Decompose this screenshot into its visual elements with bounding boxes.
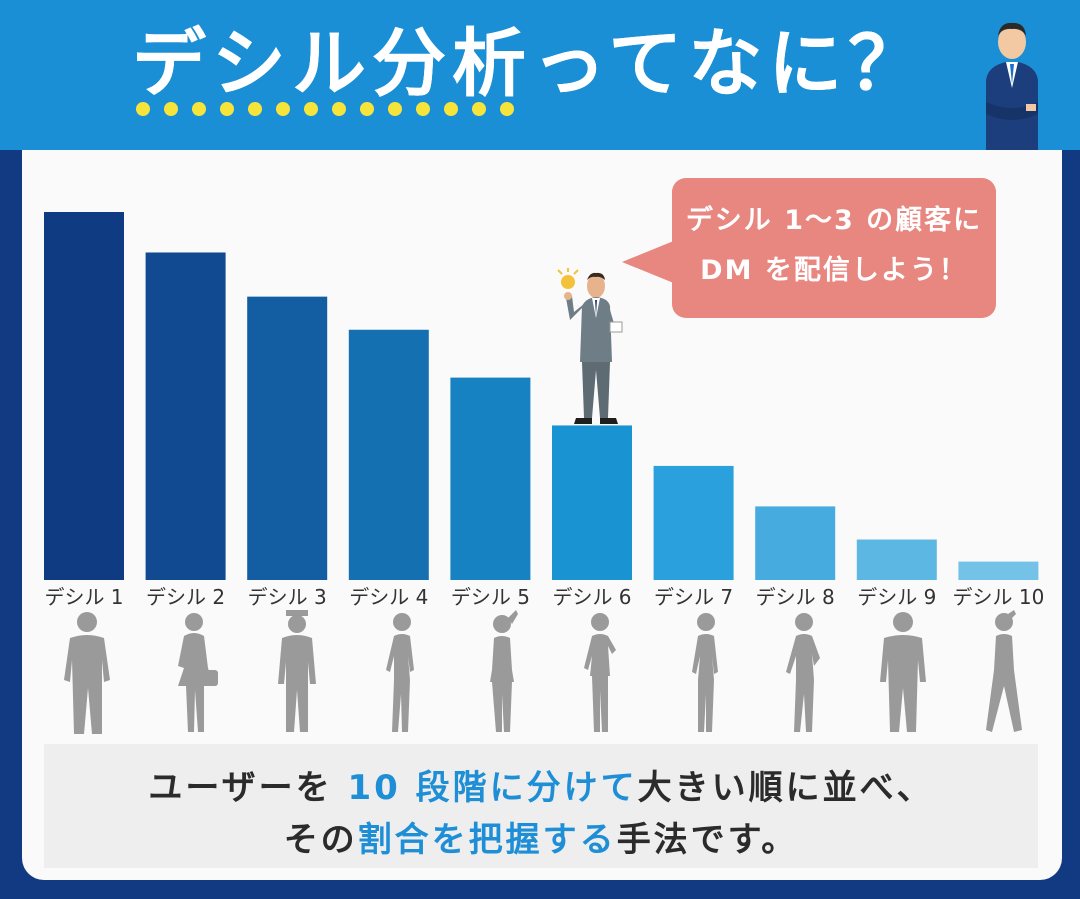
businessman-crossed-arms-icon xyxy=(986,22,1038,150)
page-title: デシル分析ってなに？ xyxy=(132,21,929,107)
speech-bubble-text: デシル 1〜3 の顧客に DM を配信しよう！ xyxy=(672,196,996,296)
silhouette-woman-walking-icon xyxy=(986,610,1022,732)
bar-decile-1 xyxy=(44,212,124,580)
caption-line-1: ユーザーを 10 段階に分けて大きい順に並べ、 xyxy=(44,760,1038,809)
caption-line-2-highlight: 割合を把握する xyxy=(357,820,617,860)
caption-line-2-c: 手法です。 xyxy=(616,820,799,860)
speech-bubble-line-2: DM を配信しよう！ xyxy=(700,255,968,286)
speech-bubble: デシル 1〜3 の顧客に DM を配信しよう！ xyxy=(672,178,996,318)
tick-label-decile-9: デシル 9 xyxy=(857,585,936,609)
tick-label-decile-2: デシル 2 xyxy=(146,585,225,609)
title-underline-dots xyxy=(136,102,514,116)
bar-decile-3 xyxy=(247,296,328,580)
presenter-man-icon xyxy=(557,268,623,424)
bar-decile-4 xyxy=(348,329,429,580)
silhouette-woman-posing-icon xyxy=(490,610,518,732)
tick-label-decile-4: デシル 4 xyxy=(349,585,428,609)
bar-decile-9 xyxy=(856,539,937,580)
caption-line-1-a: ユーザーを xyxy=(148,768,348,808)
silhouette-man-suit-icon xyxy=(880,612,926,732)
caption-line-2: その割合を把握する手法です。 xyxy=(44,812,1038,861)
tick-label-decile-5: デシル 5 xyxy=(451,585,530,609)
decile-bar-chart: デシル 1 デシル 2 デシル 3 デシル 4 デシル 5 デシル 6 デシル 7 デシル 8… xyxy=(44,212,1044,609)
bar-decile-5 xyxy=(450,377,531,580)
title-box: デシル分析ってなに？ xyxy=(120,14,940,126)
header-banner: デシル分析ってなに？ xyxy=(0,0,1080,150)
tick-label-decile-7: デシル 7 xyxy=(654,585,733,609)
tick-label-decile-8: デシル 8 xyxy=(756,585,835,609)
silhouette-man-hat-icon xyxy=(278,610,316,732)
silhouette-man-icon xyxy=(64,612,110,734)
tick-label-decile-10: デシル 10 xyxy=(952,585,1044,609)
customer-silhouettes-row xyxy=(22,610,1062,740)
tick-label-decile-3: デシル 3 xyxy=(248,585,327,609)
caption-box: ユーザーを 10 段階に分けて大きい順に並べ、 その割合を把握する手法です。 xyxy=(44,744,1038,868)
silhouette-woman-icon xyxy=(386,613,414,732)
silhouette-woman-phone-icon xyxy=(584,613,616,732)
speech-bubble-line-1: デシル 1〜3 の顧客に xyxy=(685,205,983,236)
caption-line-2-a: その xyxy=(283,820,358,860)
bar-decile-7 xyxy=(653,465,734,580)
bar-decile-8 xyxy=(755,506,836,580)
caption-line-1-highlight: 10 段階に分けて xyxy=(347,768,638,808)
bar-decile-6 xyxy=(552,425,632,580)
silhouette-woman-bag-icon xyxy=(178,613,218,732)
bar-decile-10 xyxy=(958,561,1039,580)
silhouette-woman-standing-icon xyxy=(692,613,718,732)
caption-line-1-c: 大きい順に並べ、 xyxy=(637,768,934,808)
frame-left xyxy=(0,150,22,899)
bar-decile-2 xyxy=(145,252,226,581)
tick-label-decile-6: デシル 6 xyxy=(552,585,631,609)
speech-bubble-tail xyxy=(622,240,676,284)
tick-label-decile-1: デシル 1 xyxy=(44,585,123,609)
silhouette-woman-hand-hip-icon xyxy=(786,613,820,732)
